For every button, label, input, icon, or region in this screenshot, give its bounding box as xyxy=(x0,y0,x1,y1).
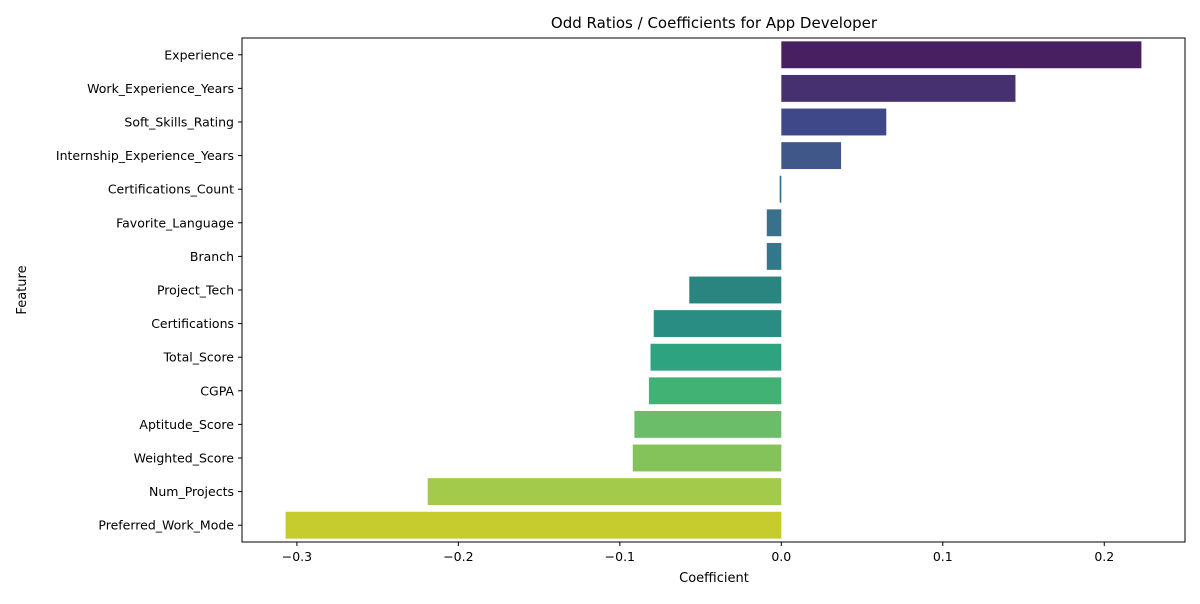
bar-Work_Experience_Years xyxy=(781,74,1016,102)
y-tick-label: Certifications xyxy=(151,316,234,331)
y-tick-label: Internship_Experience_Years xyxy=(56,148,234,163)
chart-title: Odd Ratios / Coefficients for App Develo… xyxy=(551,14,878,32)
bar-Aptitude_Score xyxy=(634,410,782,438)
plot-frame xyxy=(241,37,1186,543)
x-tick-label: 0.1 xyxy=(933,549,953,564)
y-tick-label: Weighted_Score xyxy=(134,451,235,466)
y-tick-label: CGPA xyxy=(200,383,234,398)
y-tick-label: Project_Tech xyxy=(157,283,234,298)
x-tick-label: −0.1 xyxy=(605,549,635,564)
bar-Weighted_Score xyxy=(632,444,782,472)
y-tick-label: Favorite_Language xyxy=(116,215,234,230)
y-tick-label: Branch xyxy=(190,249,234,264)
bar-Certifications_Count xyxy=(779,175,782,203)
y-tick-label: Preferred_Work_Mode xyxy=(98,518,234,533)
bar-Branch xyxy=(766,242,782,270)
x-tick-label: −0.3 xyxy=(282,549,312,564)
bar-Total_Score xyxy=(650,343,782,371)
x-tick-label: 0.0 xyxy=(771,549,791,564)
y-tick-label: Work_Experience_Years xyxy=(87,81,234,96)
x-axis-ticks: −0.3 −0.2 −0.1 0.0 0.1 0.2 xyxy=(282,542,1114,564)
x-tick-label: 0.2 xyxy=(1094,549,1114,564)
x-tick-label: −0.2 xyxy=(443,549,473,564)
bar-Certifications xyxy=(653,310,782,338)
bar-Favorite_Language xyxy=(766,209,782,237)
y-tick-label: Soft_Skills_Rating xyxy=(124,115,234,130)
x-axis-label: Coefficient xyxy=(679,571,749,586)
bar-Preferred_Work_Mode xyxy=(285,511,782,539)
y-tick-label: Certifications_Count xyxy=(108,182,234,197)
y-tick-label: Num_Projects xyxy=(149,484,234,499)
bar-CGPA xyxy=(648,377,782,405)
bar-Experience xyxy=(781,41,1142,69)
bar-Num_Projects xyxy=(427,478,782,506)
bars-group xyxy=(285,41,1142,539)
y-axis-label: Feature xyxy=(15,265,30,314)
y-tick-label: Experience xyxy=(164,47,234,62)
y-axis-ticks: Experience Work_Experience_Years Soft_Skil… xyxy=(56,47,242,533)
y-tick-label: Aptitude_Score xyxy=(139,417,234,432)
bar-Project_Tech xyxy=(689,276,782,304)
bar-Internship_Experience_Years xyxy=(781,142,842,170)
bar-Soft_Skills_Rating xyxy=(781,108,887,136)
y-tick-label: Total_Score xyxy=(163,350,235,365)
